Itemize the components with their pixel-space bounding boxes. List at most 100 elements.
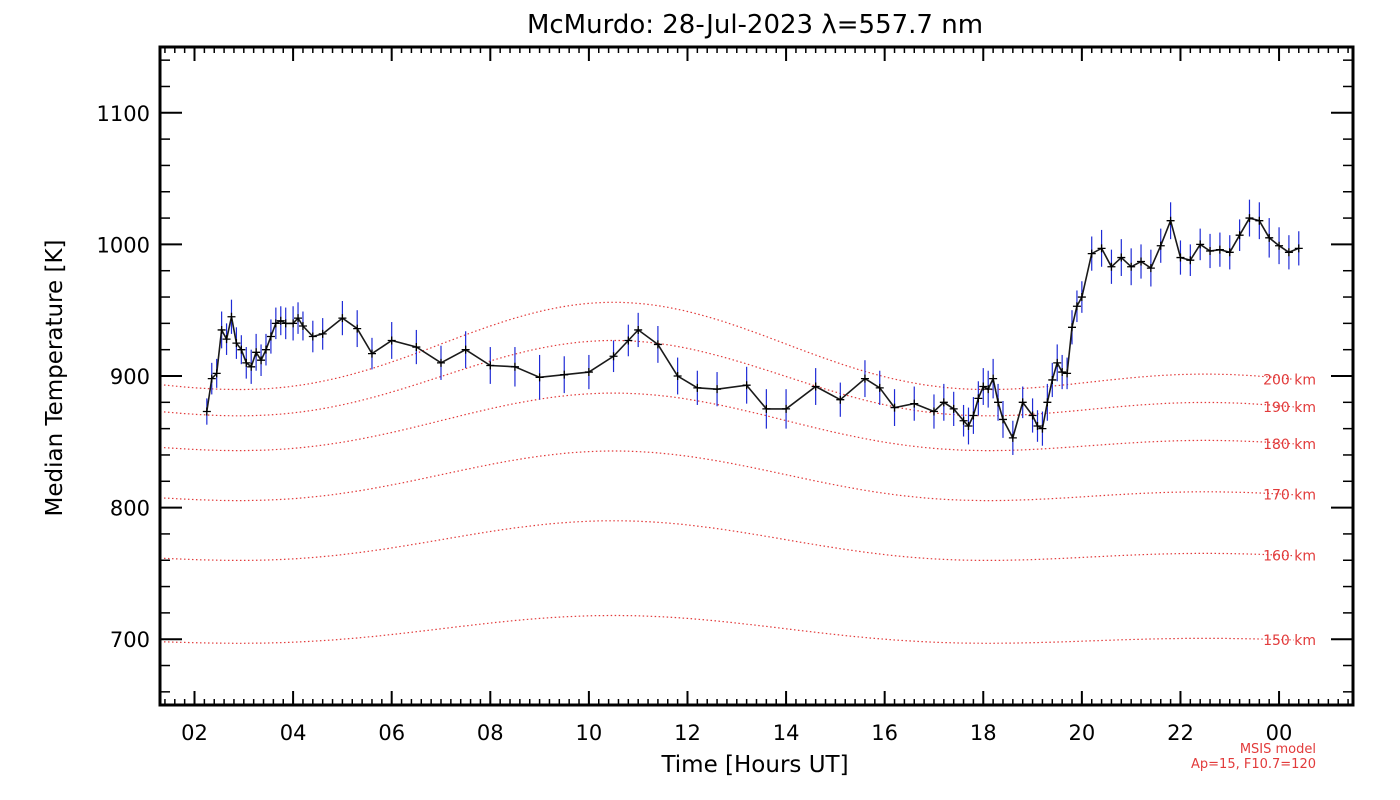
data-point xyxy=(1255,216,1264,225)
data-point xyxy=(367,349,376,358)
data-point xyxy=(1275,241,1284,250)
data-point xyxy=(653,340,662,349)
model-curve-label: 190 km xyxy=(1263,400,1316,416)
data-point xyxy=(890,403,899,412)
data-point xyxy=(1077,293,1086,302)
axes: 02 04 06 08 10 12 14 16 18 20 22 00 700 800 900 1000 110… xyxy=(97,47,1353,745)
data-point xyxy=(232,339,241,348)
data-point xyxy=(353,324,362,333)
data-point xyxy=(1087,249,1096,258)
data-point xyxy=(1097,244,1106,253)
x-tick-label: 08 xyxy=(477,721,504,745)
data-point xyxy=(266,332,275,341)
data-point xyxy=(1294,244,1303,253)
x-tick-label: 04 xyxy=(280,721,307,745)
data-point xyxy=(742,381,751,390)
data-point xyxy=(308,332,317,341)
x-tick-label: 22 xyxy=(1167,721,1194,745)
data-point xyxy=(1063,369,1072,378)
x-axis-label: Time [Hours UT] xyxy=(660,752,848,778)
data-point xyxy=(242,358,251,367)
data-point xyxy=(207,374,216,383)
data-point xyxy=(994,398,1003,407)
data-point xyxy=(782,404,791,413)
data-point xyxy=(693,383,702,392)
data-point xyxy=(1245,214,1254,223)
model-curve xyxy=(159,614,1294,644)
model-curve xyxy=(159,520,1294,561)
data-point xyxy=(713,385,722,394)
data-point xyxy=(1186,256,1195,265)
model-curve xyxy=(159,392,1294,452)
data-point xyxy=(762,404,771,413)
data-point xyxy=(584,368,593,377)
data-point xyxy=(624,336,633,345)
x-tick-label: 14 xyxy=(773,721,800,745)
data-point xyxy=(959,416,968,425)
model-curve-label: 150 km xyxy=(1263,633,1316,649)
x-tick-label: 20 xyxy=(1068,721,1095,745)
chart-title: McMurdo: 28-Jul-2023 λ=557.7 nm xyxy=(527,10,983,40)
data-point xyxy=(949,404,958,413)
data-point xyxy=(964,422,973,431)
data-point xyxy=(560,370,569,379)
data-point xyxy=(247,362,256,371)
data-point xyxy=(998,415,1007,424)
x-tick-label: 12 xyxy=(674,721,701,745)
data-point xyxy=(929,407,938,416)
data-point xyxy=(436,358,445,367)
data-point xyxy=(294,314,303,323)
data-point xyxy=(387,336,396,345)
y-tick-label: 900 xyxy=(110,365,150,389)
model-curve-label: 180 km xyxy=(1263,437,1316,453)
data-point xyxy=(1166,216,1175,225)
y-tick-label: 1000 xyxy=(97,233,150,257)
data-point xyxy=(261,345,270,354)
x-tick-label: 06 xyxy=(378,721,405,745)
data-point xyxy=(298,321,307,330)
model-note-line2: Ap=15, F10.7=120 xyxy=(1191,757,1316,772)
y-tick-label: 1100 xyxy=(97,102,150,126)
data-point xyxy=(1058,368,1067,377)
data-point xyxy=(202,407,211,416)
data-point xyxy=(974,394,983,403)
x-tick-label: 16 xyxy=(871,721,898,745)
data-point xyxy=(673,372,682,380)
plot-frame xyxy=(158,45,1355,707)
data-point xyxy=(1008,433,1017,442)
data-point xyxy=(461,345,470,354)
data-point xyxy=(1117,253,1126,262)
data-point xyxy=(338,314,347,323)
data-point xyxy=(989,374,998,383)
data-point xyxy=(1068,323,1076,332)
temperature-line xyxy=(206,217,1300,441)
data-point xyxy=(1196,240,1205,249)
data-point xyxy=(535,373,544,382)
x-tick-label: 00 xyxy=(1266,721,1293,745)
data-point xyxy=(1127,262,1136,271)
data-point xyxy=(836,395,845,404)
data-point xyxy=(1043,398,1052,407)
data-point xyxy=(222,335,231,344)
data-point xyxy=(1235,231,1244,240)
data-point xyxy=(1146,264,1155,273)
msis-model-curves: 150 km 160 km 170 km 180 km 190 km 200 km xyxy=(159,301,1316,649)
data-point xyxy=(979,382,988,391)
data-point xyxy=(276,316,285,325)
data-point xyxy=(227,312,236,321)
data-point xyxy=(1215,245,1224,254)
x-tick-label: 18 xyxy=(970,721,997,745)
data-point xyxy=(271,319,280,328)
data-point xyxy=(1137,257,1146,266)
model-curve-label: 160 km xyxy=(1263,549,1316,565)
data-point xyxy=(910,399,919,408)
data-point xyxy=(609,352,618,361)
data-point xyxy=(875,383,884,392)
data-point xyxy=(486,361,495,370)
data-point xyxy=(237,345,246,354)
data-point xyxy=(212,369,221,378)
data-point xyxy=(1156,241,1165,250)
data-point xyxy=(318,329,327,338)
model-curve-label: 170 km xyxy=(1263,488,1316,504)
data-point xyxy=(217,325,226,334)
